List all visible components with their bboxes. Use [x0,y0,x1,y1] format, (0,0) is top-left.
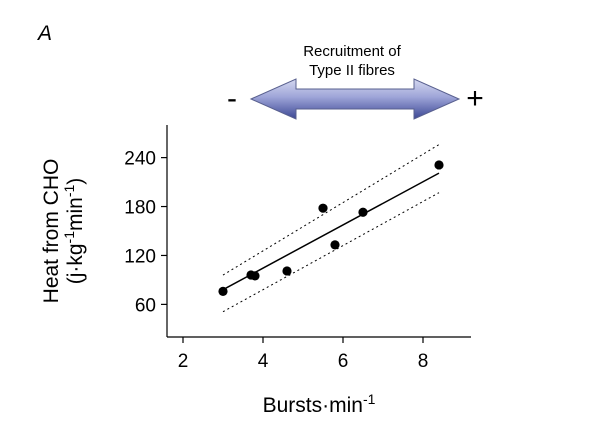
ci-upper-line [222,144,440,276]
plus-sign: + [466,82,484,115]
panel-label: A [36,22,52,45]
y-axis-units: (j·kg-1min-1) [61,178,87,285]
x-ticks: 2 4 6 8 [178,337,429,372]
data-point [330,240,340,250]
x-axis-title: Bursts·min-1 [263,391,376,417]
x-tick-label: 2 [178,351,189,372]
y-tick-label: 120 [124,246,156,267]
y-tick-label: 180 [124,198,156,219]
data-point [282,266,292,276]
data-point [434,160,444,170]
y-tick-label: 240 [124,149,156,170]
x-tick-label: 6 [338,351,349,372]
x-tick-label: 4 [258,351,269,372]
y-axis-title-line-2: (j·kg-1min-1) [61,178,87,285]
data-point [318,203,328,213]
data-point [358,207,368,217]
data-point [250,271,260,281]
x-tick-label: 8 [418,351,429,372]
ci-lower-line [222,192,440,313]
minus-sign: - [227,82,237,115]
data-points [218,160,444,296]
regression-line [222,172,440,291]
double-arrow-icon [249,78,461,120]
annotation-line-2: Type II fibres [309,62,395,79]
annotation-line-1: Recruitment of [303,43,401,60]
y-ticks: 60 120 180 240 [124,149,167,316]
y-tick-label: 60 [135,295,156,316]
y-axis-title-line-1: Heat from CHO [40,159,63,304]
data-point [218,286,228,296]
y-axis-title: Heat from CHO [40,159,63,304]
